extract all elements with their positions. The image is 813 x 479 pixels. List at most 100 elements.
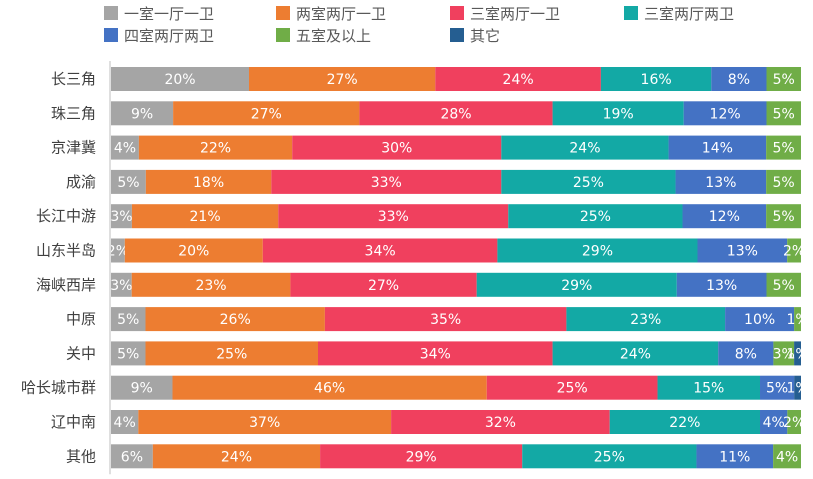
bar-segment xyxy=(172,375,487,400)
data-label: 12% xyxy=(710,106,741,122)
bar-segment xyxy=(766,204,801,229)
bar-segment xyxy=(145,307,325,332)
data-label: 8% xyxy=(735,346,757,362)
data-label: 1% xyxy=(786,312,808,328)
bar-segment xyxy=(683,101,767,126)
bar-segment xyxy=(676,272,767,297)
bar-segment xyxy=(668,135,767,160)
legend-swatch xyxy=(276,6,290,20)
legend-label: 三室两厅两卫 xyxy=(644,4,735,23)
bar-segment xyxy=(145,169,272,194)
bar-segment xyxy=(262,238,498,263)
bar-segment xyxy=(501,135,669,160)
bar-segment xyxy=(711,67,767,91)
bar-segment xyxy=(391,410,610,434)
plot-area: 长三角 20% 27% 24% 16% 8% 5% 珠三角 9% 27% 28% 19% 12% 5% 京津… xyxy=(21,61,809,475)
data-label: 3% xyxy=(110,278,132,294)
data-label: 5% xyxy=(773,72,795,88)
legend-label: 其它 xyxy=(470,26,501,45)
bar-segment xyxy=(111,135,139,160)
legend-item-1br1la1ba: 一室一厅一卫 xyxy=(104,3,214,23)
legend-label: 五室及以上 xyxy=(296,26,372,45)
bar-segment xyxy=(131,272,291,297)
data-label: 25% xyxy=(573,175,604,191)
bar-segment xyxy=(773,444,801,469)
data-label: 2% xyxy=(107,244,129,260)
data-label: 29% xyxy=(406,449,437,465)
bar-segment xyxy=(697,238,788,263)
data-label: 11% xyxy=(719,449,750,465)
bar-segment xyxy=(609,410,761,434)
legend-item-3br2la2ba: 三室两厅两卫 xyxy=(624,3,734,23)
bar-segment xyxy=(552,101,684,126)
bar-segment xyxy=(794,341,801,366)
legend-label: 四室两厅两卫 xyxy=(124,26,215,45)
bar-segment xyxy=(111,375,173,400)
data-label: 5% xyxy=(766,381,788,397)
bar-segment xyxy=(501,169,676,194)
legend-swatch xyxy=(104,6,118,20)
data-label: 1% xyxy=(786,346,808,362)
bar-segment xyxy=(486,375,658,400)
bar-segment xyxy=(318,341,553,366)
category-label: 京津冀 xyxy=(51,139,96,157)
data-label: 4% xyxy=(776,449,798,465)
bar-segment xyxy=(324,307,567,332)
bar-segment xyxy=(138,410,392,434)
bar-segment xyxy=(278,204,509,229)
data-label: 26% xyxy=(220,312,251,328)
data-label: 19% xyxy=(603,106,634,122)
data-label: 2% xyxy=(783,415,805,431)
bar-segment xyxy=(111,272,132,297)
data-label: 13% xyxy=(727,244,758,260)
data-label: 3% xyxy=(773,346,795,362)
data-label: 13% xyxy=(706,278,737,294)
bar-segment xyxy=(566,307,726,332)
data-label: 15% xyxy=(693,381,724,397)
data-label: 3% xyxy=(110,209,132,225)
bar-segment xyxy=(111,204,132,229)
data-label: 6% xyxy=(121,449,143,465)
legend-item-4br2la2ba: 四室两厅两卫 xyxy=(104,25,214,45)
category-label: 关中 xyxy=(66,344,96,362)
data-label: 21% xyxy=(190,209,221,225)
bar-segment xyxy=(787,410,801,434)
bar-segment xyxy=(760,410,788,434)
data-label: 5% xyxy=(117,312,139,328)
bar-segment xyxy=(111,169,146,194)
data-label: 5% xyxy=(117,175,139,191)
data-label: 5% xyxy=(772,141,794,157)
category-label: 山东半岛 xyxy=(36,242,96,260)
legend-label: 三室两厅一卫 xyxy=(470,4,561,23)
bar-segment xyxy=(760,375,795,400)
bar-segment xyxy=(271,169,502,194)
bar-segment xyxy=(766,272,801,297)
category-label: 长三角 xyxy=(51,70,96,88)
legend-label: 一室一厅一卫 xyxy=(124,4,215,23)
bar-segment xyxy=(766,135,801,160)
data-label: 24% xyxy=(569,141,600,157)
legend-item-other: 其它 xyxy=(450,25,500,45)
data-label: 9% xyxy=(131,106,153,122)
bar-segment xyxy=(124,238,263,263)
data-label: 34% xyxy=(365,244,396,260)
bar-segment xyxy=(249,67,436,91)
category-label: 海峡西岸 xyxy=(36,276,96,294)
data-label: 23% xyxy=(630,312,661,328)
legend-item-5br-plus: 五室及以上 xyxy=(276,25,371,45)
data-label: 25% xyxy=(557,381,588,397)
data-label: 5% xyxy=(772,175,794,191)
data-label: 14% xyxy=(702,141,733,157)
bar-segment xyxy=(766,169,801,194)
bar-segment xyxy=(111,410,139,434)
bar-segment xyxy=(320,444,523,469)
category-label: 成渝 xyxy=(66,173,96,191)
legend-swatch xyxy=(104,28,118,42)
bar-segment xyxy=(138,135,293,160)
bar-segment xyxy=(696,444,774,469)
data-label: 20% xyxy=(164,72,195,88)
data-label: 46% xyxy=(314,381,345,397)
bar-segment xyxy=(131,204,279,229)
bar-segment xyxy=(522,444,697,469)
bar-segment xyxy=(766,101,801,126)
